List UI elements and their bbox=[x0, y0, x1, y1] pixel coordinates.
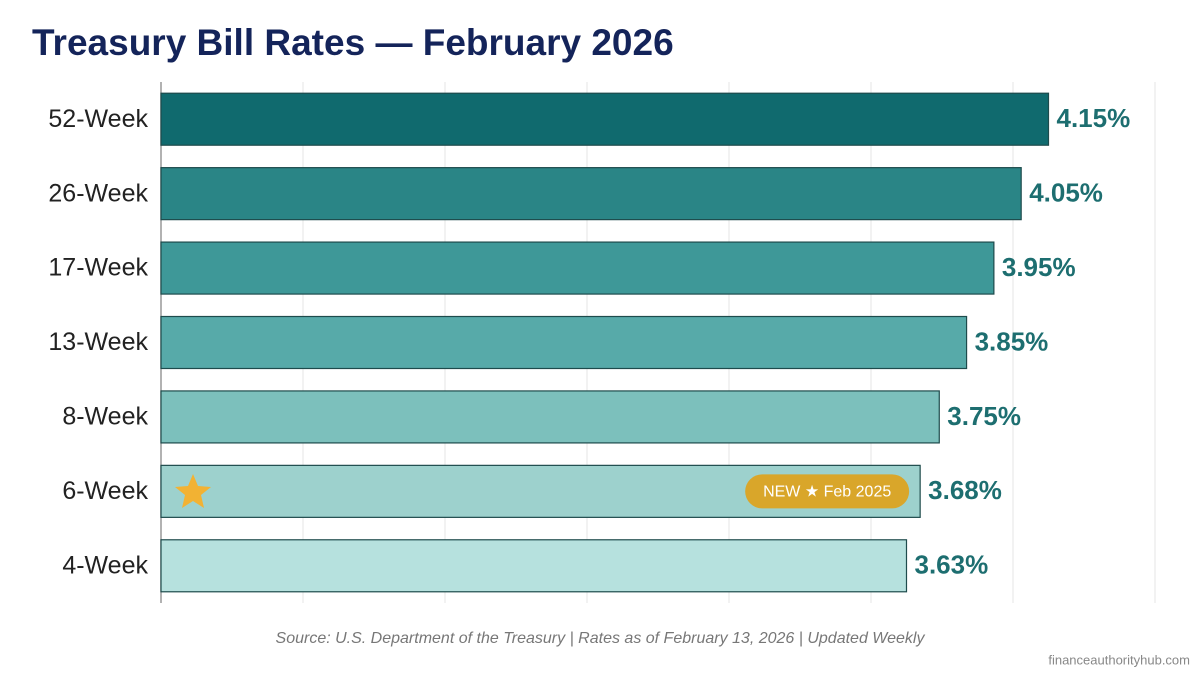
value-label: 4.05% bbox=[1029, 178, 1103, 208]
value-label: 4.15% bbox=[1057, 103, 1131, 133]
y-tick-label: 6-Week bbox=[62, 477, 148, 505]
annotation-badge bbox=[745, 474, 910, 509]
y-tick-label: 8-Week bbox=[62, 403, 148, 431]
source-note: Source: U.S. Department of the Treasury … bbox=[276, 630, 926, 647]
bar bbox=[160, 539, 908, 593]
value-label: 3.85% bbox=[975, 326, 1049, 356]
bar bbox=[160, 390, 940, 444]
star-icon bbox=[175, 474, 211, 508]
value-label: 3.63% bbox=[915, 550, 989, 580]
bar bbox=[160, 315, 968, 370]
annotation-text: NEW ★ Feb 2025 bbox=[763, 484, 891, 501]
y-tick-label: 52-Week bbox=[48, 105, 148, 133]
bar bbox=[160, 241, 995, 295]
y-tick-label: 13-Week bbox=[48, 328, 148, 356]
value-label: 3.95% bbox=[1002, 252, 1076, 282]
bar bbox=[160, 167, 1022, 221]
y-tick-label: 17-Week bbox=[48, 254, 148, 282]
bar bbox=[160, 92, 1050, 146]
chart-title: Treasury Bill Rates — February 2026 bbox=[32, 22, 674, 63]
watermark: financeauthorityhub.com bbox=[1048, 652, 1190, 667]
y-tick-label: 4-Week bbox=[62, 551, 148, 579]
value-label: 3.68% bbox=[928, 475, 1002, 505]
y-tick-label: 26-Week bbox=[48, 179, 148, 207]
value-label: 3.75% bbox=[947, 401, 1021, 431]
